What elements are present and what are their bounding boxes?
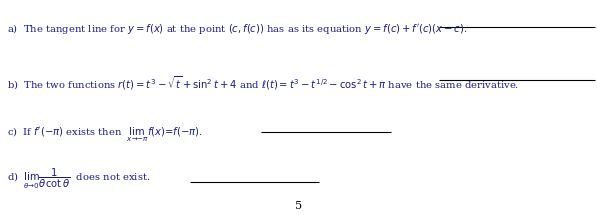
- Text: 5: 5: [295, 201, 302, 211]
- Text: d)  $\lim_{\theta \to 0} \dfrac{1}{\theta \cot \theta}$  does not exist.: d) $\lim_{\theta \to 0} \dfrac{1}{\theta…: [7, 167, 150, 191]
- Text: a)  The tangent line for $y = f(x)$ at the point $(c, f(c))$ has as its equation: a) The tangent line for $y = f(x)$ at th…: [7, 22, 467, 35]
- Text: b)  The two functions $r(t) = t^3 - \sqrt{t} + \sin^2 t + 4$ and $\ell(t) = t^3 : b) The two functions $r(t) = t^3 - \sqrt…: [7, 74, 519, 92]
- Text: c)  If $f'(-\pi)$ exists then  $\lim_{x \to -\pi} f(x) = f(-\pi)$.: c) If $f'(-\pi)$ exists then $\lim_{x \t…: [7, 126, 203, 144]
